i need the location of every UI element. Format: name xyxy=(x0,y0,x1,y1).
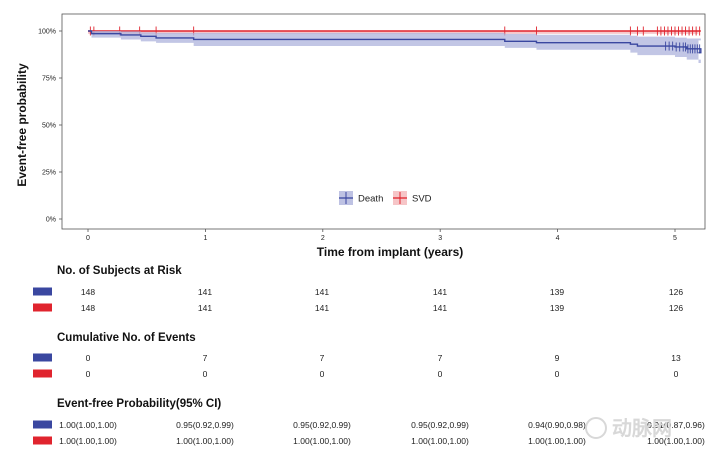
death-row-swatch xyxy=(33,420,52,429)
probability-cell: 0.95(0.92,0.99) xyxy=(176,420,234,430)
at-risk-cell: 141 xyxy=(198,303,212,313)
cum-events-cell: 0 xyxy=(86,369,91,379)
at-risk-cell: 148 xyxy=(81,303,95,313)
y-tick-label: 50% xyxy=(42,123,56,130)
plot-panel xyxy=(61,13,706,230)
x-axis-title: Time from implant (years) xyxy=(317,245,463,259)
probability-cell: 0.95(0.92,0.99) xyxy=(411,420,469,430)
svd-row-swatch xyxy=(33,369,52,378)
probability-cell: 1.00(1.00,1.00) xyxy=(293,436,351,446)
death-row-swatch xyxy=(33,287,52,296)
x-tick-label: 3 xyxy=(438,235,442,242)
at-risk-cell: 126 xyxy=(669,303,683,313)
cum-events-cell: 0 xyxy=(203,369,208,379)
probability-title: Event-free Probability(95% CI) xyxy=(57,398,221,410)
watermark-text: 动脉网 xyxy=(612,416,672,440)
cum-events-cell: 0 xyxy=(674,369,679,379)
cum-events-cell: 7 xyxy=(320,353,325,363)
at-risk-cell: 126 xyxy=(669,287,683,297)
y-tick-label: 25% xyxy=(42,170,56,177)
y-axis-title: Event-free probability xyxy=(15,63,29,187)
cum-events-cell: 0 xyxy=(320,369,325,379)
cum-events-cell: 0 xyxy=(555,369,560,379)
at-risk-cell: 141 xyxy=(433,287,447,297)
probability-cell: 0.91(0.87,0.96) xyxy=(647,420,705,430)
y-tick-label: 75% xyxy=(42,76,56,83)
x-tick-label: 0 xyxy=(86,235,90,242)
watermark: 动脉网 xyxy=(585,416,672,440)
cum-events-cell: 9 xyxy=(555,353,560,363)
cum-events-title: Cumulative No. of Events xyxy=(57,332,196,344)
death-survival-line xyxy=(88,30,702,54)
x-tick-label: 1 xyxy=(203,235,207,242)
probability-cell: 1.00(1.00,1.00) xyxy=(411,436,469,446)
x-tick-label: 4 xyxy=(556,235,560,242)
watermark-logo-icon xyxy=(585,417,607,439)
probability-cell: 1.00(1.00,1.00) xyxy=(59,436,117,446)
svd-row-swatch xyxy=(33,303,52,312)
at-risk-cell: 141 xyxy=(315,287,329,297)
cum-events-cell: 7 xyxy=(438,353,443,363)
death-row-swatch xyxy=(33,353,52,362)
at-risk-cell: 141 xyxy=(315,303,329,313)
probability-cell: 1.00(1.00,1.00) xyxy=(528,436,586,446)
probability-cell: 1.00(1.00,1.00) xyxy=(59,420,117,430)
svd-row-swatch xyxy=(33,436,52,445)
cum-events-cell: 0 xyxy=(86,353,91,363)
cum-events-cell: 13 xyxy=(671,353,681,363)
cum-events-cell: 7 xyxy=(203,353,208,363)
probability-cell: 1.00(1.00,1.00) xyxy=(176,436,234,446)
x-tick-label: 5 xyxy=(673,235,677,242)
y-tick-label: 0% xyxy=(46,217,56,224)
y-tick-label: 100% xyxy=(38,29,56,36)
svd-legend-label: SVD xyxy=(412,194,432,205)
at-risk-cell: 139 xyxy=(550,303,564,313)
at-risk-cell: 141 xyxy=(433,303,447,313)
probability-cell: 0.95(0.92,0.99) xyxy=(293,420,351,430)
at-risk-cell: 139 xyxy=(550,287,564,297)
probability-cell: 1.00(1.00,1.00) xyxy=(647,436,705,446)
at-risk-title: No. of Subjects at Risk xyxy=(57,265,182,277)
at-risk-cell: 141 xyxy=(198,287,212,297)
cum-events-cell: 0 xyxy=(438,369,443,379)
probability-cell: 0.94(0.90,0.98) xyxy=(528,420,586,430)
death-legend-label: Death xyxy=(358,194,383,205)
x-tick-label: 2 xyxy=(321,235,325,242)
at-risk-cell: 148 xyxy=(81,287,95,297)
